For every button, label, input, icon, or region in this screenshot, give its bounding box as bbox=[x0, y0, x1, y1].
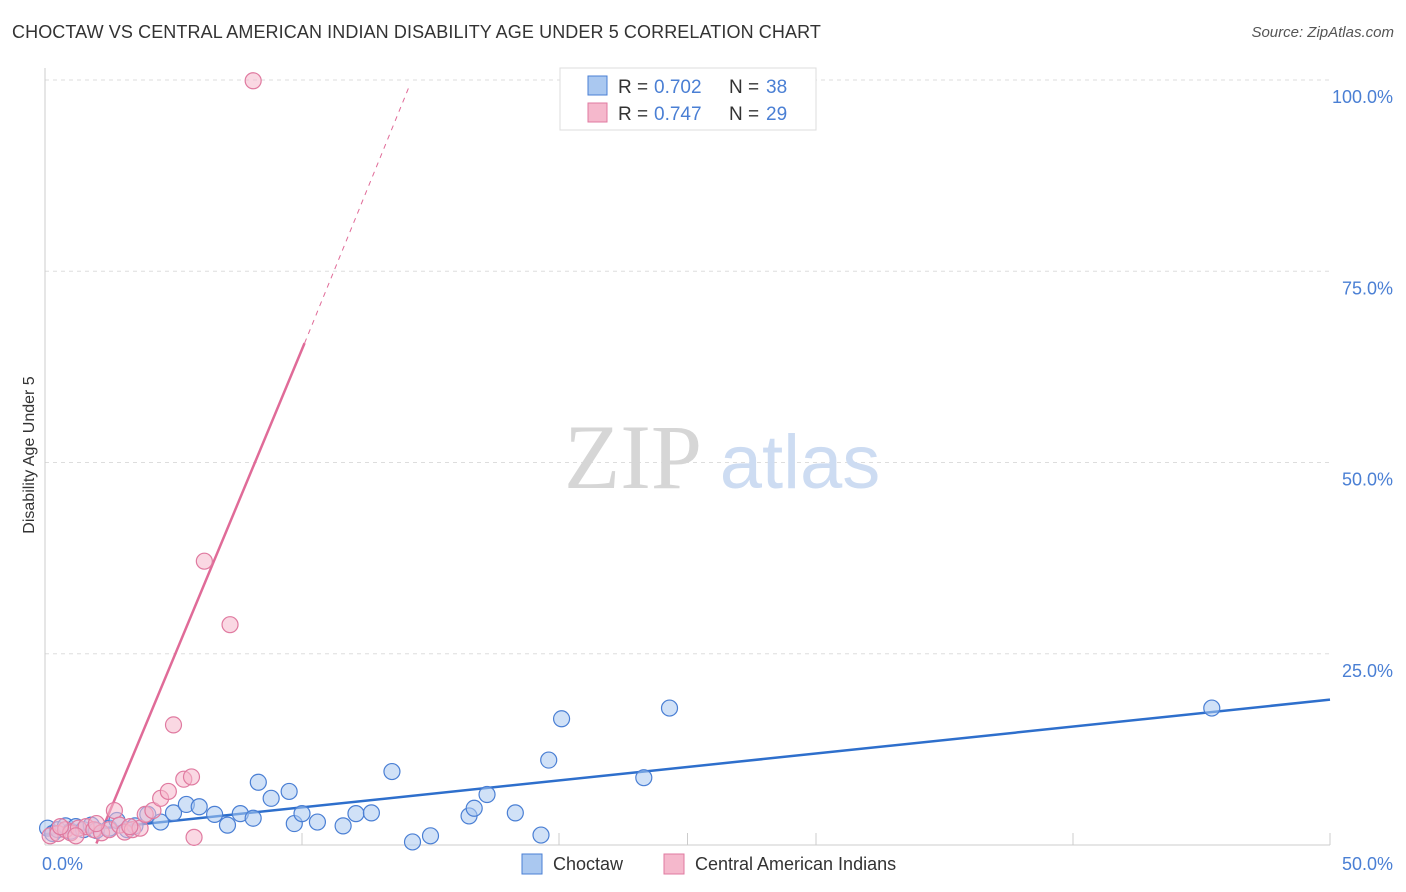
choctaw-point-17 bbox=[190, 798, 208, 816]
legend-n-label-choctaw: N = bbox=[729, 77, 759, 98]
y-tick-label-0: 25.0% bbox=[1342, 661, 1393, 681]
legend-swatch-central-american bbox=[587, 102, 608, 123]
y-tick-label-1: 50.0% bbox=[1342, 470, 1393, 490]
central-american-point-17 bbox=[159, 782, 177, 801]
central-american-point-23 bbox=[221, 616, 239, 634]
choctaw-point-26 bbox=[293, 805, 311, 823]
bottom-legend: Choctaw Central American Indians bbox=[521, 853, 896, 875]
bottom-legend-label-choctaw: Choctaw bbox=[553, 854, 624, 874]
choctaw-point-33 bbox=[421, 827, 440, 845]
watermark-atlas: atlas bbox=[720, 420, 881, 505]
y-axis-label: Disability Age Under 5 bbox=[21, 376, 38, 534]
choctaw-trendline bbox=[44, 698, 1331, 836]
central-american-trendline-extension bbox=[304, 84, 411, 344]
legend-r-label-central-american: R = bbox=[618, 104, 648, 125]
data-points bbox=[38, 72, 1221, 851]
legend-swatch-choctaw bbox=[587, 75, 608, 96]
choctaw-point-42 bbox=[660, 699, 679, 717]
central-american-trendline bbox=[95, 342, 306, 844]
central-american-point-22 bbox=[195, 552, 213, 570]
choctaw-point-28 bbox=[334, 817, 352, 835]
choctaw-point-32 bbox=[403, 833, 422, 851]
legend-n-value-choctaw: 38 bbox=[766, 77, 787, 98]
tick-labels: 25.0% 50.0% 75.0% 100.0% 0.0% 50.0% bbox=[42, 87, 1393, 874]
x-tick-label-1: 50.0% bbox=[1342, 854, 1393, 874]
central-american-point-20 bbox=[182, 768, 201, 786]
choctaw-point-37 bbox=[506, 804, 524, 822]
central-american-point-25 bbox=[67, 827, 85, 845]
choctaw-point-15 bbox=[164, 804, 183, 822]
legend-r-label-choctaw: R = bbox=[618, 77, 648, 98]
choctaw-point-31 bbox=[383, 762, 401, 781]
choctaw-point-30 bbox=[362, 804, 380, 822]
legend-r-value-choctaw: 0.702 bbox=[654, 77, 702, 98]
chart-title: CHOCTAW VS CENTRAL AMERICAN INDIAN DISAB… bbox=[12, 22, 821, 42]
legend-n-label-central-american: N = bbox=[729, 104, 759, 125]
choctaw-point-19 bbox=[218, 816, 237, 834]
choctaw-point-40 bbox=[552, 710, 571, 728]
central-american-point-9 bbox=[105, 801, 123, 820]
central-american-point-18 bbox=[164, 716, 183, 734]
bottom-legend-swatch-central-american bbox=[663, 853, 685, 875]
choctaw-point-38 bbox=[532, 826, 550, 844]
watermark: ZIP atlas bbox=[564, 406, 880, 508]
central-american-point-26 bbox=[87, 814, 106, 833]
central-american-point-27 bbox=[121, 818, 139, 836]
choctaw-point-29 bbox=[347, 805, 365, 823]
y-tick-label-3: 100.0% bbox=[1332, 87, 1393, 107]
source-label: Source: ZipAtlas.com bbox=[1251, 24, 1394, 41]
watermark-zip: ZIP bbox=[564, 406, 702, 508]
choctaw-point-21 bbox=[244, 809, 262, 827]
legend-r-value-central-american: 0.747 bbox=[654, 104, 702, 125]
central-american-point-24 bbox=[244, 72, 262, 90]
central-american-point-21 bbox=[185, 828, 203, 846]
legend-box: R = 0.702 N = 38 R = 0.747 N = 29 bbox=[559, 67, 817, 131]
choctaw-point-39 bbox=[540, 751, 558, 769]
bottom-legend-label-central-american: Central American Indians bbox=[695, 854, 896, 874]
x-tick-label-0: 0.0% bbox=[42, 854, 83, 874]
choctaw-point-36 bbox=[478, 785, 496, 804]
choctaw-point-23 bbox=[262, 789, 280, 807]
trendlines bbox=[44, 84, 1331, 844]
bottom-legend-swatch-choctaw bbox=[521, 853, 543, 875]
choctaw-point-41 bbox=[635, 769, 653, 787]
choctaw-point-22 bbox=[249, 773, 267, 791]
legend-n-value-central-american: 29 bbox=[766, 104, 787, 125]
y-tick-label-2: 75.0% bbox=[1342, 278, 1393, 298]
choctaw-point-43 bbox=[1203, 699, 1221, 717]
central-american-point-28 bbox=[51, 818, 70, 836]
central-american-point-15 bbox=[144, 801, 162, 820]
choctaw-point-27 bbox=[308, 813, 327, 831]
axes bbox=[44, 68, 1330, 846]
choctaw-point-24 bbox=[280, 782, 298, 801]
choctaw-point-18 bbox=[206, 805, 224, 824]
choctaw-point-35 bbox=[465, 799, 483, 817]
